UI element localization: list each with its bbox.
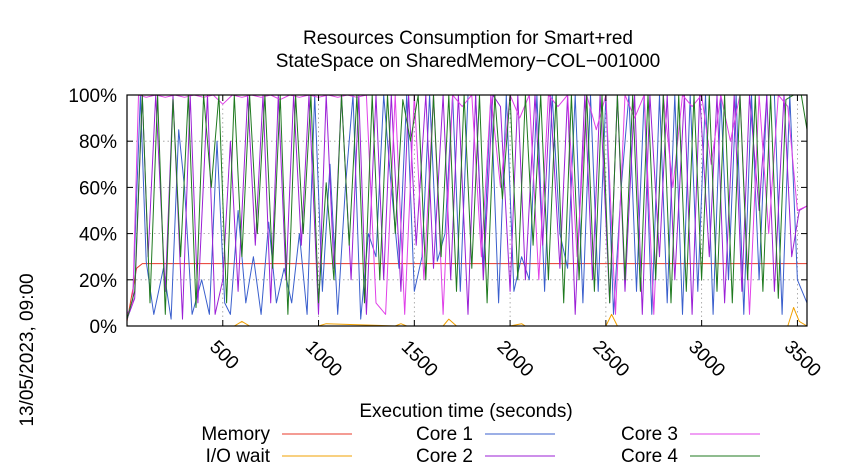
chart-title-line-1: Resources Consumption for Smart+red: [303, 28, 633, 49]
legend-label-core-3: Core 3: [621, 424, 678, 445]
series-line-memory: [126, 263, 807, 322]
x-tick-label: 3000: [684, 337, 729, 382]
x-tick-label: 2500: [588, 337, 633, 382]
legend-label-memory: Memory: [201, 424, 270, 445]
legend-label-i-o-wait: I/O wait: [206, 446, 271, 467]
y-tick-label: 40%: [79, 225, 117, 246]
series-line-core-4: [126, 94, 808, 320]
series-line-i-o-wait: [127, 307, 808, 327]
legend-label-core-1: Core 1: [416, 424, 473, 445]
plot-frame: [126, 94, 808, 327]
series-line-core-2: [126, 94, 808, 320]
legend-label-core-4: Core 4: [621, 446, 678, 467]
x-tick-label: 500: [205, 337, 242, 374]
x-tick-label: 3500: [780, 337, 825, 382]
legend-label-core-2: Core 2: [416, 446, 473, 467]
timestamp-side-label: 13/05/2023, 09:00: [17, 273, 38, 426]
y-tick-label: 60%: [79, 178, 117, 199]
x-tick-label: 1500: [397, 337, 442, 382]
y-tick-label: 20%: [79, 271, 117, 292]
x-tick-label: 1000: [301, 337, 346, 382]
y-tick-label: 80%: [79, 132, 117, 153]
y-tick-label: 0%: [90, 317, 118, 338]
chart-title-line-2: StateSpace on SharedMemory−COL−001000: [276, 51, 660, 72]
x-axis-label: Execution time (seconds): [359, 401, 572, 422]
y-tick-label: 100%: [68, 86, 117, 107]
series-lines: [126, 94, 808, 327]
series-line-core-1: [126, 94, 808, 320]
x-tick-label: 2000: [493, 337, 538, 382]
